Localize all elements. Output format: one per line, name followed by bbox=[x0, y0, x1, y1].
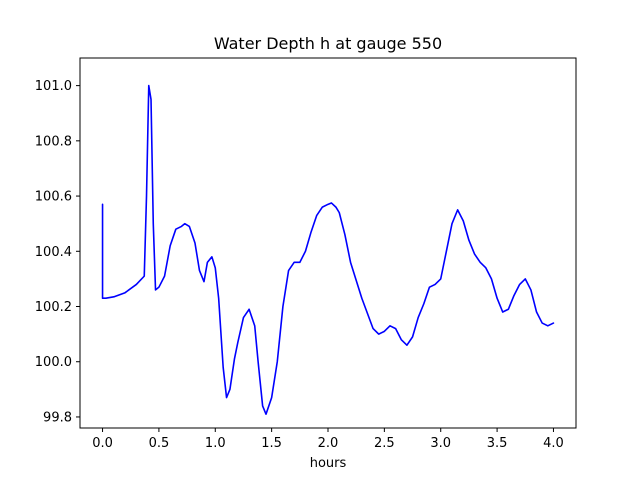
y-tick-label: 100.8 bbox=[35, 134, 72, 149]
y-tick-label: 100.4 bbox=[35, 245, 72, 260]
y-tick-label: 100.0 bbox=[35, 355, 72, 370]
x-axis: 0.0 0.5 1.0 1.5 2.0 2.5 3.0 3.5 4.0 bbox=[92, 428, 564, 451]
x-axis-label: hours bbox=[310, 456, 347, 471]
x-tick-label: 3.0 bbox=[430, 436, 451, 451]
series-line-0 bbox=[101, 84, 555, 415]
chart-title: Water Depth h at gauge 550 bbox=[214, 34, 442, 53]
y-tick-label: 99.8 bbox=[43, 410, 72, 425]
y-tick-label: 101.0 bbox=[35, 79, 72, 94]
x-tick-label: 0.5 bbox=[149, 436, 170, 451]
x-tick-label: 1.5 bbox=[261, 436, 282, 451]
y-axis: 99.8 100.0 100.2 100.4 100.6 100.8 101.0 bbox=[35, 79, 80, 425]
x-tick-label: 2.5 bbox=[374, 436, 395, 451]
plot-area bbox=[101, 84, 555, 415]
x-tick-label: 3.5 bbox=[487, 436, 508, 451]
x-tick-label: 4.0 bbox=[543, 436, 564, 451]
x-tick-label: 0.0 bbox=[92, 436, 113, 451]
y-tick-label: 100.2 bbox=[35, 300, 72, 315]
x-tick-label: 1.0 bbox=[205, 436, 226, 451]
x-tick-label: 2.0 bbox=[318, 436, 339, 451]
y-tick-label: 100.6 bbox=[35, 190, 72, 205]
